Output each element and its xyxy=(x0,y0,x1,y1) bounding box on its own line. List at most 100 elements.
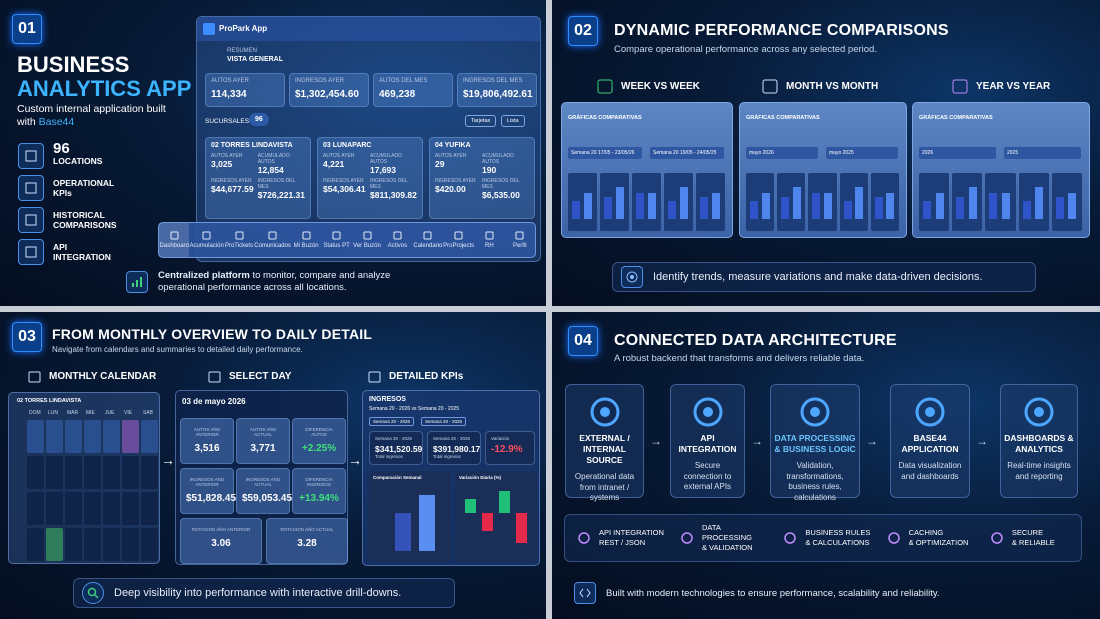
mini-bar xyxy=(1035,187,1044,219)
nav-item[interactable]: Dashboard xyxy=(159,223,190,257)
day-kpi: DIFERENCIA INGRESOS +13.94% xyxy=(292,468,346,514)
title: DYNAMIC PERFORMANCE COMPARISONS xyxy=(614,22,949,39)
day-kpi-value: 3.06 xyxy=(211,538,231,549)
nav-item[interactable]: Acumulación xyxy=(189,223,224,257)
detail-card: Semana 20 - 2025 $341,520.59 Total ingreso… xyxy=(369,431,423,465)
feature-text: BUSINESS RULES & CALCULATIONS xyxy=(805,528,870,548)
day-cell xyxy=(65,492,82,525)
nav-item[interactable]: Activos xyxy=(382,223,412,257)
icon xyxy=(621,266,643,288)
card-label: Variación xyxy=(491,436,510,441)
arch-node: BASE44 APPLICATION Data visualization and … xyxy=(890,384,970,498)
nav-label: Dashboard xyxy=(159,243,189,249)
nav-item[interactable]: Status PT xyxy=(321,223,351,257)
mini-chart xyxy=(568,173,597,231)
footer: Deep visibility into performance with in… xyxy=(73,578,455,608)
feature-text: OPERATIONAL KPIs xyxy=(53,178,114,198)
day-kpi: INGRESOS AÑO ACTUAL $59,053.45 xyxy=(236,468,292,514)
day-kpi: AUTOS AÑO ANTERIOR 3,516 xyxy=(180,418,234,464)
node-title-line: EXTERNAL / xyxy=(579,433,630,443)
nav-item[interactable]: ProProjects xyxy=(443,223,474,257)
chart-title: Comparación Semanal xyxy=(373,475,422,480)
branch-stats: AUTOS AYER 29 ACUMULADO AUTOS 190 INGRESOS A… xyxy=(435,153,529,200)
mini-bar xyxy=(604,197,612,219)
stat-value: $726,221.31 xyxy=(257,190,305,200)
panel-drilldown: 03 FROM MONTHLY OVERVIEW TO DAILY DETAIL… xyxy=(0,312,546,619)
branch-stat: ACUMULADO AUTOS 17,693 xyxy=(370,153,417,175)
footer-text: Identify trends, measure variations and … xyxy=(653,271,983,283)
breadcrumb: RESUMEN xyxy=(227,48,258,54)
nav-item[interactable]: ProTickets xyxy=(224,223,254,257)
arrow: → xyxy=(866,434,878,448)
app-window: ProPark App RESUMEN VISTA GENERAL AUTOS AYE… xyxy=(196,16,541,262)
kpi-card: AUTOS DEL MES 469,238 xyxy=(373,73,453,107)
kpi-value: 114,334 xyxy=(211,89,247,100)
step-label: MONTHLY CALENDAR xyxy=(28,370,156,383)
footer: Built with modern technologies to ensure… xyxy=(566,578,986,608)
feature-line: API INTEGRATION xyxy=(599,528,664,537)
day-cell xyxy=(46,420,63,453)
node-title: DATA PROCESSING & BUSINESS LOGIC xyxy=(771,433,859,455)
chart-title: Variación Diaria (%) xyxy=(459,475,502,480)
nav-item[interactable]: Calendario xyxy=(413,223,443,257)
branch-stats: AUTOS AYER 4,221 ACUMULADO AUTOS 17,693 INGR… xyxy=(323,153,417,200)
branch-stat: INGRESOS DEL MES $811,309.82 xyxy=(370,178,417,200)
branch-stat: INGRESOS DEL MES $6,535.00 xyxy=(482,178,529,200)
node-icon xyxy=(671,391,744,433)
arch-feature: SECURE & RELIABLE xyxy=(978,515,1081,561)
weekday: LUN xyxy=(48,410,59,416)
day-view: 03 de mayo 2026 AUTOS AÑO ANTERIOR 3,516 AU… xyxy=(175,390,348,565)
title: ANALYTICS APP xyxy=(17,76,192,101)
card-sub: Total ingresos xyxy=(375,454,403,459)
branch-stat: ACUMULADO AUTOS 12,854 xyxy=(258,153,305,175)
day-cell xyxy=(84,456,101,489)
icon xyxy=(574,582,596,604)
feature-line: & OPTIMIZATION xyxy=(908,538,969,547)
subtitle-text: Custom internal application built with xyxy=(17,103,166,128)
mini-bar xyxy=(823,193,832,219)
card-value: -12.9% xyxy=(491,444,523,455)
title: CONNECTED DATA ARCHITECTURE xyxy=(614,332,897,349)
node-title-line: BASE44 xyxy=(913,433,947,443)
feature-icon xyxy=(18,143,44,169)
footer: Identify trends, measure variations and … xyxy=(612,262,1036,292)
branch-name: 04 YUFIKA xyxy=(435,142,471,149)
stat-label: INGRESOS DEL MES xyxy=(257,178,296,190)
mini-chart xyxy=(985,173,1016,231)
comparison-screen: GRÁFICAS COMPARATIVAS Semana 20 17/05 - 2… xyxy=(561,102,733,238)
comparison-text: MONTH VS MONTH xyxy=(786,80,879,92)
day-cell xyxy=(122,492,139,525)
day-cell xyxy=(122,456,139,489)
stat-value: $54,306.41 xyxy=(323,184,366,194)
feature-label: LOCATIONS xyxy=(53,156,103,166)
mini-bar xyxy=(712,193,720,219)
card-value: $391,980.17 xyxy=(433,444,481,454)
day-cell xyxy=(103,420,120,453)
mini-bar xyxy=(855,187,864,219)
mini-chart xyxy=(919,173,950,231)
day-kpi-value: +13.94% xyxy=(299,493,339,504)
mini-chart xyxy=(870,173,899,231)
nav-label: ProTickets xyxy=(224,243,254,249)
nav-item[interactable]: RH xyxy=(474,223,504,257)
nav-item[interactable]: Perfil xyxy=(505,223,535,257)
weekday: MIE xyxy=(86,410,95,416)
detail-title: INGRESOS xyxy=(369,396,406,403)
detail-period: Semana 20 - 2026 vs Semana 20 - 2025 xyxy=(369,406,460,412)
feature-line: & CALCULATIONS xyxy=(805,538,870,547)
mini-bar xyxy=(1001,193,1010,219)
detail-card: Semana 20 - 2026 $391,980.17 Total ingreso… xyxy=(427,431,481,465)
branch-stat: AUTOS AYER 3,025 xyxy=(211,153,258,175)
stat-value: 12,854 xyxy=(257,165,284,175)
day-date: 03 de mayo 2026 xyxy=(182,397,246,406)
nav-item[interactable]: Ver Buzón xyxy=(352,223,382,257)
arch-feature: API INTEGRATION REST / JSON xyxy=(565,515,668,561)
screen-title: GRÁFICAS COMPARATIVAS xyxy=(746,115,820,121)
nav-item[interactable]: Comunicados xyxy=(254,223,291,257)
nav-item[interactable]: Mi Buzón xyxy=(291,223,321,257)
arrow: → xyxy=(751,434,763,448)
day-cell xyxy=(84,528,101,561)
mini-bar xyxy=(923,201,931,219)
node-text: Operational data from intranet / systems xyxy=(574,472,635,502)
